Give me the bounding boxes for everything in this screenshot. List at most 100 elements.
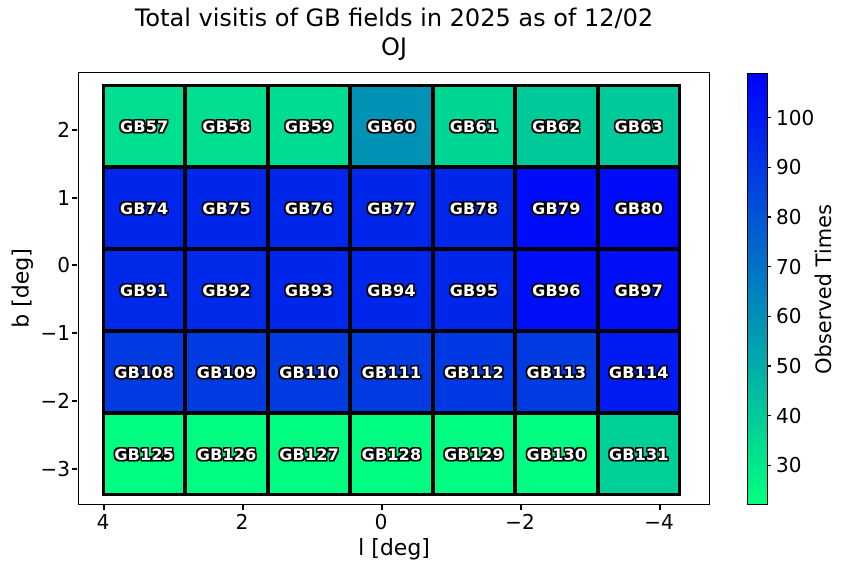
colorbar-tick-label: 80 (776, 205, 802, 229)
plot-area: GB57 GB58 GB59 GB60 GB61 GB62 GB63 GB74 GB75 GB76… (78, 72, 710, 505)
field-label: GB130 (526, 444, 587, 464)
field-cell-GB125: GB125 (105, 415, 184, 493)
field-label: GB78 (449, 198, 499, 218)
field-label: GB57 (120, 116, 169, 136)
colorbar-tick-label: 40 (776, 403, 802, 428)
y-tick-mark (72, 468, 77, 470)
field-label: GB114 (608, 362, 669, 382)
field-label: GB91 (120, 280, 169, 300)
field-cell-GB91: GB91 (105, 251, 184, 329)
field-cell-GB131: GB131 (599, 415, 678, 493)
x-tick-mark (381, 505, 383, 510)
field-label: GB108 (114, 362, 175, 382)
field-label: GB129 (444, 444, 504, 464)
field-label: GB112 (444, 362, 504, 382)
colorbar-tick-label: 30 (776, 453, 802, 478)
colorbar-tick-mark (766, 464, 771, 467)
y-tick-label: 1 (57, 186, 70, 210)
field-cell-GB80: GB80 (599, 169, 678, 247)
y-tick-label: 0 (57, 253, 70, 277)
colorbar-tick-label: 90 (776, 155, 802, 180)
field-cell-GB77: GB77 (352, 169, 431, 247)
field-label: GB61 (449, 116, 499, 136)
y-tick-mark (72, 264, 77, 266)
field-label: GB58 (202, 116, 251, 136)
chart-title-line1: Total visitis of GB fields in 2025 as of… (134, 4, 654, 32)
colorbar-tick-label: 50 (776, 353, 802, 378)
colorbar-tick-mark (766, 414, 771, 417)
field-cell-GB110: GB110 (269, 333, 349, 411)
field-cell-GB74: GB74 (105, 169, 184, 247)
x-tick-mark (520, 505, 522, 510)
x-tick-mark (242, 505, 244, 510)
colorbar-tick-label: 100 (776, 105, 815, 130)
y-tick-label: 2 (57, 118, 70, 142)
field-label: GB63 (614, 116, 663, 136)
x-tick-label: 2 (235, 510, 249, 534)
chart-title: Total visitis of GB fields in 2025 as of… (78, 4, 710, 62)
field-label: GB113 (526, 362, 587, 382)
field-cell-GB58: GB58 (187, 87, 266, 165)
field-cell-GB92: GB92 (187, 251, 266, 329)
field-cell-GB97: GB97 (599, 251, 678, 329)
field-label: GB110 (279, 362, 339, 382)
field-label: GB77 (367, 198, 416, 218)
colorbar-tick-mark (766, 216, 771, 218)
field-label: GB125 (114, 444, 175, 464)
colorbar-tick-label: 60 (776, 304, 802, 329)
colorbar-label: Observed Times (812, 203, 836, 375)
y-tick-label: −3 (40, 457, 70, 481)
field-cell-GB111: GB111 (352, 333, 431, 411)
field-cell-GB130: GB130 (517, 415, 596, 493)
field-cell-GB57: GB57 (105, 87, 184, 165)
field-cell-GB96: GB96 (517, 251, 596, 329)
y-tick-mark (72, 332, 77, 334)
field-label: GB128 (361, 444, 422, 464)
field-cell-GB109: GB109 (187, 333, 266, 411)
field-label: GB109 (196, 362, 257, 382)
y-tick-mark (72, 197, 77, 199)
y-tick-mark (72, 400, 77, 402)
field-label: GB92 (202, 280, 251, 300)
colorbar-tick-mark (766, 365, 771, 367)
field-cell-GB60: GB60 (352, 87, 431, 165)
field-cell-GB113: GB113 (517, 333, 596, 411)
x-tick-label: 4 (96, 510, 110, 534)
field-grid: GB57 GB58 GB59 GB60 GB61 GB62 GB63 GB74 GB75 GB76… (102, 84, 681, 496)
field-label: GB76 (284, 198, 334, 218)
colorbar-tick-mark (766, 166, 771, 169)
field-label: GB97 (614, 280, 663, 300)
field-cell-GB76: GB76 (269, 169, 349, 247)
y-tick-label: −1 (40, 321, 70, 345)
field-label: GB74 (120, 198, 169, 218)
field-label: GB62 (532, 116, 581, 136)
colorbar-tick-label: 70 (776, 254, 802, 279)
field-cell-GB129: GB129 (434, 415, 514, 493)
field-cell-GB94: GB94 (352, 251, 431, 329)
field-cell-GB114: GB114 (599, 333, 678, 411)
chart-title-line2: OJ (381, 33, 407, 61)
field-label: GB79 (532, 198, 581, 218)
x-tick-label: −2 (505, 510, 535, 534)
field-cell-GB95: GB95 (434, 251, 514, 329)
y-tick-label: −2 (40, 389, 70, 413)
field-cell-GB63: GB63 (599, 87, 678, 165)
field-cell-GB112: GB112 (434, 333, 514, 411)
colorbar-tick-mark (766, 315, 771, 318)
colorbar-tick-mark (766, 116, 771, 119)
field-label: GB93 (284, 280, 334, 300)
y-axis-label: b [deg] (9, 248, 35, 328)
field-cell-GB62: GB62 (517, 87, 596, 165)
field-cell-GB78: GB78 (434, 169, 514, 247)
field-label: GB75 (202, 198, 251, 218)
field-cell-GB93: GB93 (269, 251, 349, 329)
field-label: GB127 (279, 444, 339, 464)
x-tick-label: −4 (644, 510, 674, 534)
field-label: GB111 (361, 362, 422, 382)
field-label: GB95 (449, 280, 499, 300)
colorbar-tick-mark (766, 265, 771, 268)
y-tick-mark (72, 129, 77, 131)
field-cell-GB126: GB126 (187, 415, 266, 493)
field-label: GB96 (532, 280, 581, 300)
